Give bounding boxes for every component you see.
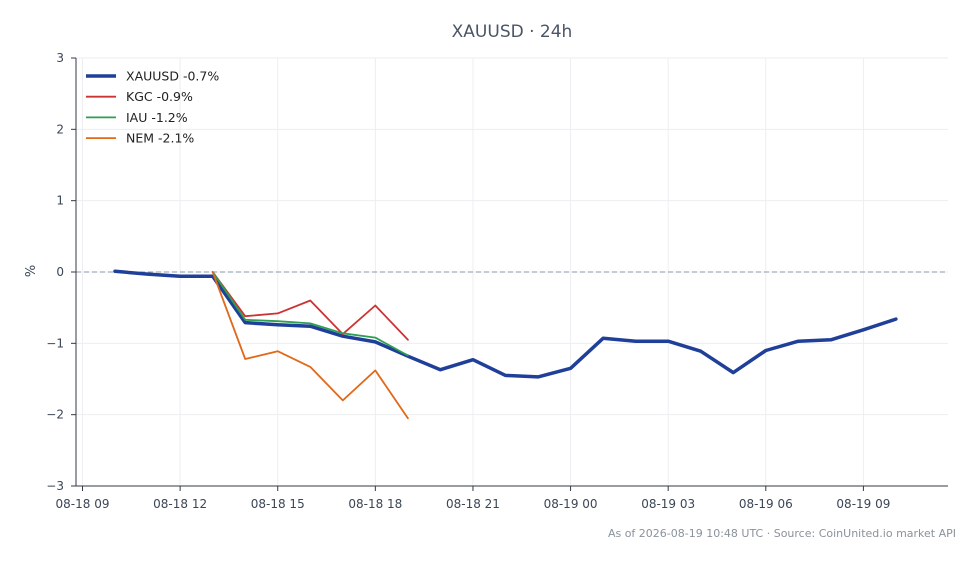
x-tick-label-2: 08-18 15 [251, 497, 305, 511]
legend-label-1: KGC -0.9% [126, 89, 193, 104]
y-axis-label: % [24, 265, 39, 277]
series-line-3 [211, 271, 409, 420]
y-tick-label-0: −3 [46, 479, 64, 493]
x-tick-label-3: 08-18 18 [348, 497, 402, 511]
x-tick-label-8: 08-19 09 [836, 497, 890, 511]
chart-title: XAUUSD · 24h [452, 22, 573, 42]
y-axis-ticks: −3 −2 −1 0 1 2 3 [46, 51, 76, 493]
legend-label-2: IAU -1.2% [126, 110, 188, 125]
y-tick-label-1: −2 [46, 408, 64, 422]
footer-source: As of 2026-08-19 10:48 UTC · Source: Coi… [608, 527, 956, 540]
x-tick-label-4: 08-18 21 [446, 497, 500, 511]
y-tick-label-2: −1 [46, 336, 64, 350]
y-tick-label-4: 1 [56, 194, 64, 208]
series-line-1 [211, 271, 409, 341]
legend-label-3: NEM -2.1% [126, 131, 194, 146]
series-lines [113, 269, 898, 420]
x-axis-ticks: 08-18 09 08-18 12 08-18 15 08-18 18 08-18 21… [56, 486, 890, 511]
x-tick-label-1: 08-18 12 [153, 497, 207, 511]
legend-label-0: XAUUSD -0.7% [126, 69, 219, 84]
y-tick-label-5: 2 [56, 122, 64, 136]
series-line-0 [113, 269, 898, 379]
y-tick-label-6: 3 [56, 51, 64, 65]
legend: XAUUSD -0.7% KGC -0.9% IAU -1.2% NEM -2.1% [86, 69, 219, 146]
series-line-2 [211, 271, 409, 357]
x-tick-label-5: 08-19 00 [544, 497, 598, 511]
x-tick-label-6: 08-19 03 [641, 497, 695, 511]
y-tick-label-3: 0 [56, 265, 64, 279]
x-tick-label-7: 08-19 06 [739, 497, 793, 511]
x-tick-label-0: 08-18 09 [56, 497, 110, 511]
